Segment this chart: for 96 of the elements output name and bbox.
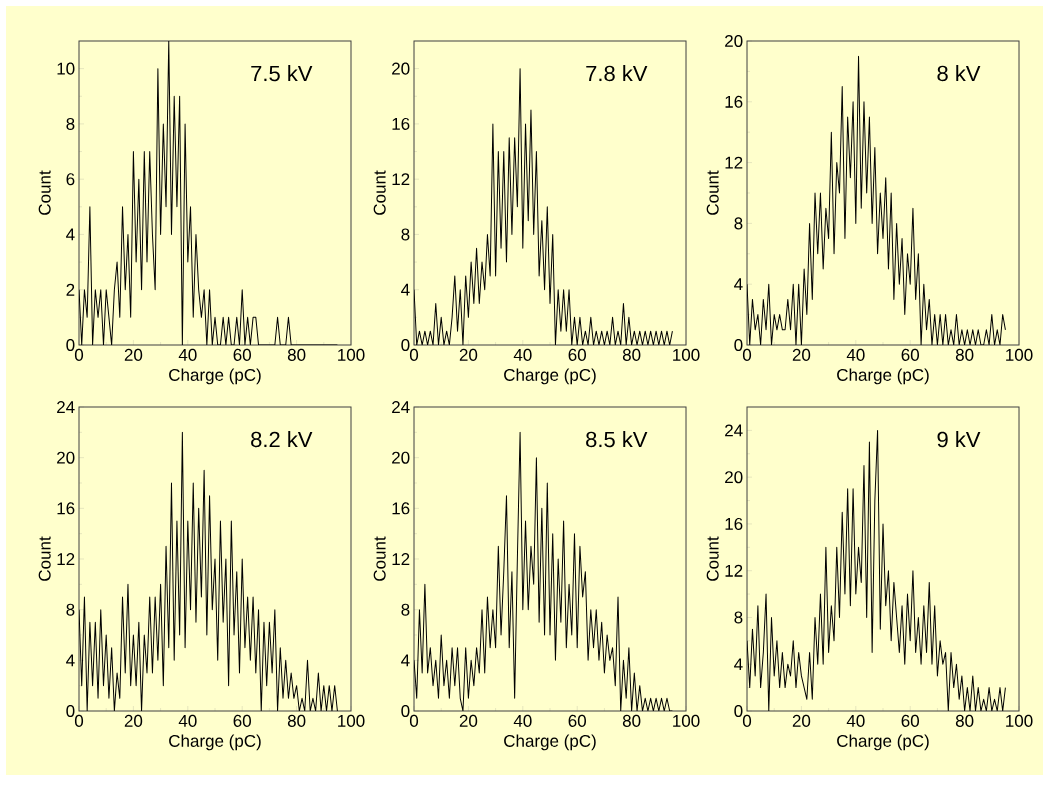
x-tick-label: 80 bbox=[622, 348, 641, 361]
y-tick-label: 16 bbox=[392, 502, 410, 515]
y-tick-label: 24 bbox=[392, 401, 410, 413]
y-tick-label: 0 bbox=[401, 338, 410, 352]
x-tick-label: 0 bbox=[409, 714, 419, 727]
y-axis-title: Count bbox=[38, 536, 51, 581]
line-series bbox=[414, 431, 673, 711]
x-tick-label: 60 bbox=[901, 348, 920, 361]
y-tick-label: 8 bbox=[734, 217, 743, 230]
x-tick-label: 60 bbox=[233, 348, 251, 361]
y-tick-label: 0 bbox=[734, 704, 743, 718]
x-tick-label: 0 bbox=[409, 348, 419, 361]
y-axis-title: Count bbox=[373, 536, 386, 581]
y-axis-title: Count bbox=[706, 170, 719, 215]
y-tick-label: 20 bbox=[392, 62, 410, 75]
y-tick-label: 12 bbox=[725, 564, 743, 577]
line-series bbox=[79, 431, 338, 711]
y-tick-label: 24 bbox=[725, 424, 743, 437]
x-tick-label: 40 bbox=[178, 714, 197, 727]
y-tick-label: 0 bbox=[66, 338, 75, 352]
x-tick-label: 20 bbox=[792, 714, 811, 727]
x-tick-label: 100 bbox=[338, 348, 365, 361]
y-tick-label: 10 bbox=[57, 62, 75, 75]
x-tick-label: 100 bbox=[1006, 348, 1033, 361]
x-axis-title: Charge (pC) bbox=[504, 368, 596, 385]
annotation: 7.8 kV bbox=[586, 65, 648, 82]
x-tick-label: 80 bbox=[287, 348, 306, 361]
y-axis-title: Count bbox=[38, 170, 51, 215]
y-tick-label: 20 bbox=[392, 451, 410, 464]
x-tick-label: 100 bbox=[1006, 714, 1033, 727]
y-tick-label: 0 bbox=[66, 704, 75, 718]
y-tick-label: 6 bbox=[66, 173, 75, 186]
y-axis-title: Count bbox=[706, 536, 719, 581]
x-axis-title: Charge (pC) bbox=[504, 734, 596, 751]
y-tick-label: 4 bbox=[401, 283, 410, 296]
x-tick-label: 20 bbox=[459, 714, 478, 727]
x-axis-title: Charge (pC) bbox=[169, 368, 261, 385]
x-tick-label: 40 bbox=[178, 348, 197, 361]
x-tick-label: 0 bbox=[742, 714, 752, 727]
line-series bbox=[747, 55, 1006, 345]
y-tick-label: 12 bbox=[392, 553, 410, 565]
annotation: 8.5 kV bbox=[586, 431, 648, 448]
y-tick-label: 0 bbox=[734, 338, 743, 352]
y-tick-label: 4 bbox=[66, 654, 75, 667]
y-tick-label: 4 bbox=[734, 658, 743, 671]
x-tick-label: 20 bbox=[124, 348, 143, 361]
y-tick-label: 20 bbox=[725, 471, 743, 484]
annotation: 7.5 kV bbox=[251, 65, 313, 82]
y-tick-label: 16 bbox=[725, 95, 743, 108]
x-tick-label: 80 bbox=[287, 714, 306, 727]
y-tick-label: 12 bbox=[725, 156, 743, 169]
x-tick-label: 40 bbox=[513, 348, 532, 361]
x-tick-label: 20 bbox=[792, 348, 811, 361]
annotation: 9 kV bbox=[937, 431, 981, 448]
y-tick-label: 12 bbox=[57, 553, 75, 565]
annotation: 8.2 kV bbox=[251, 431, 313, 448]
y-tick-label: 8 bbox=[66, 603, 75, 616]
x-tick-label: 100 bbox=[673, 714, 700, 727]
y-axis-title: Count bbox=[373, 170, 386, 215]
y-tick-label: 20 bbox=[57, 451, 75, 464]
y-tick-label: 4 bbox=[401, 654, 410, 667]
x-tick-label: 100 bbox=[338, 714, 365, 727]
y-tick-label: 8 bbox=[401, 228, 410, 241]
x-tick-label: 0 bbox=[742, 348, 752, 361]
x-tick-label: 80 bbox=[955, 348, 974, 361]
y-tick-label: 16 bbox=[725, 517, 743, 530]
x-tick-label: 0 bbox=[74, 348, 84, 361]
x-axis-title: Charge (pC) bbox=[837, 368, 929, 385]
y-tick-label: 20 bbox=[725, 34, 743, 48]
x-tick-label: 40 bbox=[846, 714, 865, 727]
annotation: 8 kV bbox=[937, 65, 981, 82]
x-tick-label: 60 bbox=[901, 714, 920, 727]
y-tick-label: 2 bbox=[66, 283, 75, 296]
y-tick-label: 16 bbox=[57, 502, 75, 515]
x-tick-label: 0 bbox=[74, 714, 84, 727]
x-tick-label: 100 bbox=[673, 348, 700, 361]
x-tick-label: 80 bbox=[955, 714, 974, 727]
y-tick-label: 4 bbox=[734, 278, 743, 291]
y-tick-label: 24 bbox=[57, 401, 75, 413]
x-tick-label: 20 bbox=[459, 348, 478, 361]
x-tick-label: 60 bbox=[568, 348, 586, 361]
x-tick-label: 60 bbox=[568, 714, 586, 727]
y-tick-label: 8 bbox=[66, 117, 75, 130]
y-tick-label: 4 bbox=[66, 228, 75, 241]
y-tick-label: 12 bbox=[392, 173, 410, 186]
x-tick-label: 40 bbox=[846, 348, 865, 361]
x-tick-label: 20 bbox=[124, 714, 143, 727]
x-tick-label: 40 bbox=[513, 714, 532, 727]
x-axis-title: Charge (pC) bbox=[837, 734, 929, 751]
x-tick-label: 60 bbox=[233, 714, 251, 727]
x-axis-title: Charge (pC) bbox=[169, 734, 261, 751]
y-tick-label: 8 bbox=[401, 603, 410, 616]
x-tick-label: 80 bbox=[622, 714, 641, 727]
y-tick-label: 8 bbox=[734, 611, 743, 624]
y-tick-label: 0 bbox=[401, 704, 410, 718]
y-tick-label: 16 bbox=[392, 117, 410, 130]
